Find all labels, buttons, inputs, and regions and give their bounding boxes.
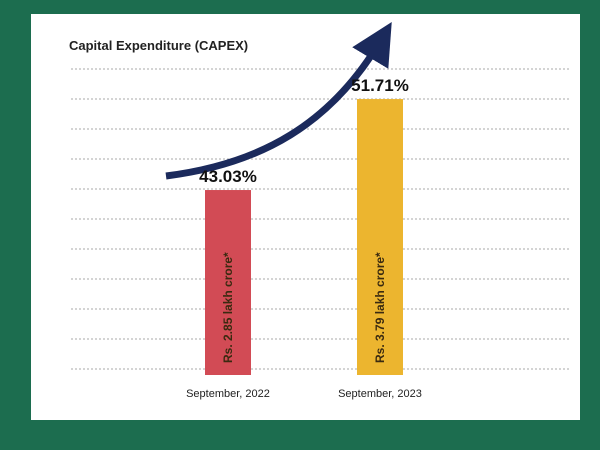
category-label: September, 2022: [186, 388, 270, 400]
growth-arrow-icon: [165, 21, 392, 180]
capex-chart: Capital Expenditure (CAPEX) 43.03% Rs. 2.…: [69, 21, 571, 400]
category-label: September, 2023: [338, 388, 422, 400]
chart-title: Capital Expenditure (CAPEX): [69, 38, 248, 53]
gridlines: [71, 68, 571, 370]
bar-inner-label: Rs. 3.79 lakh crore*: [373, 252, 387, 363]
bar: [357, 99, 403, 376]
bar-inner-label: Rs. 2.85 lakh crore*: [221, 252, 235, 363]
value-label: 43.03%: [199, 167, 257, 186]
bar: [205, 190, 251, 375]
chart-panel: Capital Expenditure (CAPEX) 43.03% Rs. 2.…: [31, 14, 580, 420]
value-label: 51.71%: [351, 76, 409, 95]
